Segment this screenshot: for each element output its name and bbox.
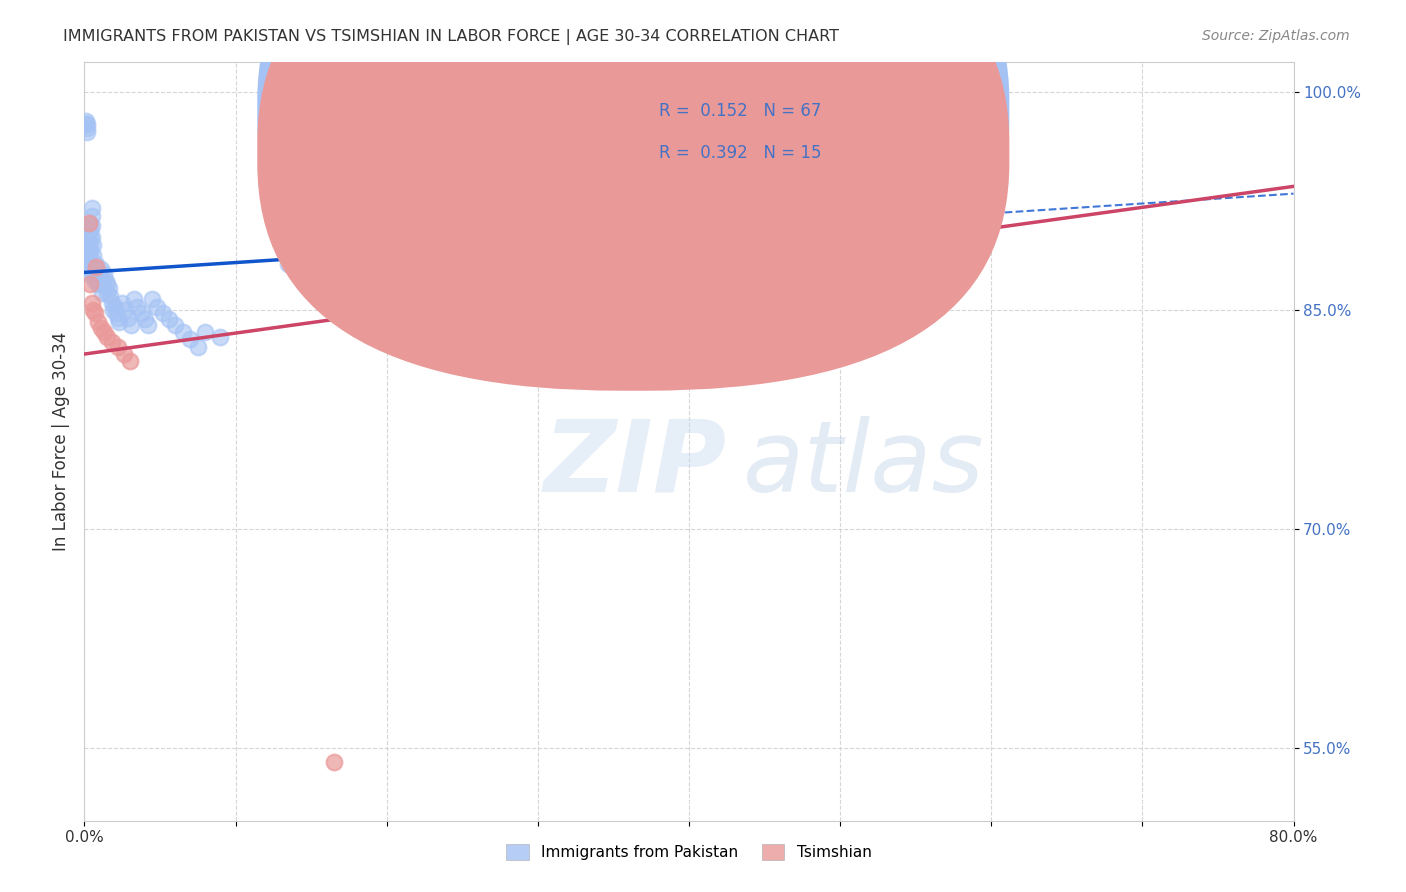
Point <box>77 248 100 262</box>
FancyBboxPatch shape <box>599 78 883 180</box>
Point <box>117 310 139 325</box>
Point <box>104 301 127 315</box>
Point <box>107 340 129 354</box>
Point <box>152 306 174 320</box>
Point <box>97 281 120 295</box>
Point <box>86 257 108 271</box>
Point <box>80 219 103 233</box>
Point <box>96 277 118 291</box>
FancyBboxPatch shape <box>257 0 1010 391</box>
Point <box>79 244 101 259</box>
Point <box>105 306 128 320</box>
Point <box>111 296 134 310</box>
Point <box>77 252 100 267</box>
Point <box>86 260 108 274</box>
Point <box>77 216 100 230</box>
Point <box>79 216 101 230</box>
Point <box>80 201 103 215</box>
Point <box>76 117 98 131</box>
Point <box>91 285 114 300</box>
Point <box>100 296 122 310</box>
Point <box>98 289 121 303</box>
Point <box>165 318 187 332</box>
Point <box>122 292 145 306</box>
Point <box>118 354 141 368</box>
Point <box>107 310 129 325</box>
Point <box>89 274 111 288</box>
Point <box>157 312 180 326</box>
Point <box>80 230 103 244</box>
Point <box>75 113 97 128</box>
Point <box>120 318 142 332</box>
Text: ZIP: ZIP <box>544 416 727 513</box>
Point <box>76 125 98 139</box>
Point <box>114 303 136 318</box>
Point <box>127 301 149 315</box>
Point <box>131 306 153 320</box>
Point <box>79 223 101 237</box>
Y-axis label: In Labor Force | Age 30-34: In Labor Force | Age 30-34 <box>52 332 70 551</box>
Point <box>82 248 104 262</box>
Point <box>82 237 104 252</box>
Point <box>322 756 344 770</box>
Point <box>90 320 112 334</box>
Point <box>112 347 135 361</box>
Point <box>209 329 232 343</box>
Point <box>179 333 201 347</box>
Legend: Immigrants from Pakistan, Tsimshian: Immigrants from Pakistan, Tsimshian <box>501 838 877 866</box>
Point <box>86 267 108 281</box>
Point <box>146 301 169 315</box>
Point <box>277 257 299 271</box>
Point <box>80 296 103 310</box>
Point <box>89 267 111 281</box>
Point <box>80 209 103 223</box>
Point <box>93 267 115 281</box>
Point <box>93 325 115 339</box>
Point <box>87 271 110 285</box>
Text: R =  0.152   N = 67: R = 0.152 N = 67 <box>659 102 821 120</box>
Point <box>90 262 112 277</box>
Point <box>79 230 101 244</box>
Text: atlas: atlas <box>744 416 986 513</box>
Point <box>79 277 101 291</box>
Point <box>75 117 97 131</box>
Point <box>82 303 104 318</box>
Point <box>79 237 101 252</box>
Point <box>134 312 156 326</box>
Point <box>90 271 112 285</box>
FancyBboxPatch shape <box>257 0 1010 349</box>
Text: Source: ZipAtlas.com: Source: ZipAtlas.com <box>1202 29 1350 44</box>
Point <box>172 325 194 339</box>
Point <box>96 285 118 300</box>
Point <box>84 306 107 320</box>
Point <box>76 121 98 136</box>
Point <box>77 257 100 271</box>
Point <box>77 242 100 256</box>
Text: IMMIGRANTS FROM PAKISTAN VS TSIMSHIAN IN LABOR FORCE | AGE 30-34 CORRELATION CHA: IMMIGRANTS FROM PAKISTAN VS TSIMSHIAN IN… <box>63 29 839 45</box>
Point <box>101 303 124 318</box>
Point <box>84 260 107 274</box>
Point <box>87 277 110 291</box>
Point <box>141 292 163 306</box>
Text: R =  0.392   N = 15: R = 0.392 N = 15 <box>659 144 821 161</box>
Point <box>194 325 217 339</box>
Point <box>187 340 209 354</box>
Point <box>84 274 107 288</box>
Point <box>77 262 100 277</box>
Point <box>100 335 122 350</box>
Point <box>84 267 107 281</box>
Point <box>91 277 114 291</box>
Point <box>136 318 159 332</box>
Point <box>77 267 100 281</box>
Point <box>87 315 110 329</box>
Point <box>96 329 118 343</box>
Point <box>108 315 131 329</box>
Point <box>94 274 117 288</box>
